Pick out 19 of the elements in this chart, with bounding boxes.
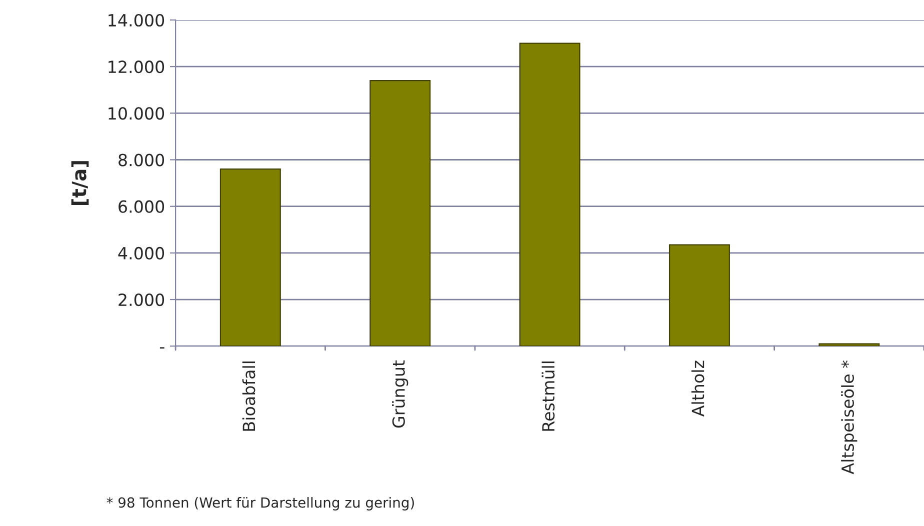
bar (519, 42, 580, 346)
bar (668, 244, 730, 346)
y-tick-label: 14.000 (108, 14, 164, 27)
x-tick-label: Altholz (691, 360, 704, 417)
y-tick-label: 12.000 (108, 60, 164, 74)
x-tick-label: Restmüll (542, 362, 555, 431)
y-tick-label: 10.000 (108, 107, 164, 120)
y-axis-title: [t/a] (71, 161, 89, 206)
x-tick-label: Grüngut (392, 360, 408, 428)
y-tick-label: 2.000 (118, 293, 164, 306)
bar (220, 168, 281, 346)
y-tick-label: - (160, 347, 164, 349)
x-tick-label: Altspeiseöle * (841, 360, 858, 474)
y-tick-label: 4.000 (118, 246, 164, 260)
y-tick-label: 6.000 (118, 200, 164, 213)
text: * 98 Tonnen (Wert für Darstellung zu gering) (106, 497, 414, 510)
y-tick-label: 8.000 (118, 154, 164, 166)
x-tick-label: Bioabfall (242, 362, 256, 431)
bar (370, 80, 431, 346)
